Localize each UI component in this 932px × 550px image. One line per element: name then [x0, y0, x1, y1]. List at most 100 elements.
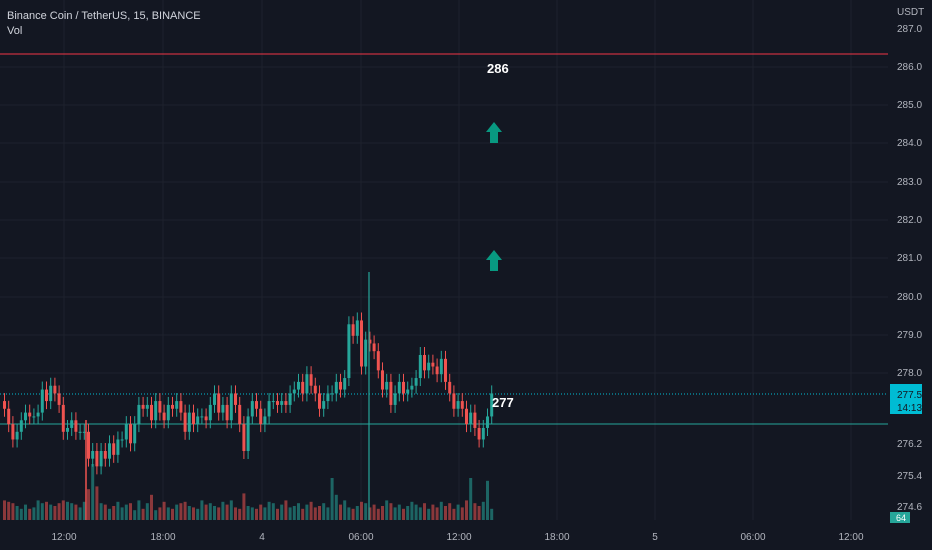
- candle-body: [301, 381, 305, 394]
- candle-body: [217, 393, 221, 413]
- volume-bar: [250, 507, 254, 520]
- volume-bar: [263, 507, 267, 520]
- candle-body: [263, 416, 267, 425]
- candle-body: [385, 381, 389, 390]
- candle-body: [435, 366, 439, 375]
- candle-body: [343, 378, 347, 390]
- volume-bar: [301, 508, 305, 520]
- volume-bar: [133, 510, 137, 520]
- volume-bar: [343, 500, 347, 520]
- candle-body: [124, 424, 128, 440]
- volume-bar: [381, 506, 384, 520]
- up-arrow-icon: [486, 250, 502, 271]
- volume-bar: [28, 508, 32, 520]
- candle-body: [452, 393, 456, 409]
- candle-body: [368, 339, 372, 344]
- volume-bar: [444, 506, 447, 520]
- volume-bar: [192, 507, 195, 520]
- candle-body: [326, 393, 330, 402]
- candle-body: [133, 424, 137, 444]
- candle-body: [137, 404, 141, 425]
- candle-body: [162, 412, 166, 421]
- volume-bar: [11, 503, 15, 520]
- up-arrow-icon: [486, 122, 502, 143]
- candle-body: [192, 412, 195, 425]
- volume-bar: [418, 507, 422, 520]
- volume-bar: [309, 501, 313, 520]
- level-lines: [0, 53, 888, 425]
- volume-bar: [200, 500, 204, 520]
- volume-bar: [351, 508, 355, 520]
- candle-body: [339, 381, 342, 390]
- candle-body: [477, 427, 481, 440]
- candle-body: [108, 443, 111, 459]
- volume-bar: [196, 508, 200, 520]
- volume-bar: [175, 504, 179, 520]
- volume-bar: [124, 504, 128, 520]
- candle-body: [410, 385, 414, 390]
- volume-bar: [372, 504, 376, 520]
- volume-bar: [318, 506, 321, 520]
- countdown-value: 14:13: [897, 403, 922, 414]
- candle-body: [305, 374, 309, 394]
- candle-body: [423, 355, 426, 371]
- currency-label: USDT: [897, 7, 925, 18]
- candle-body: [95, 451, 99, 467]
- candle-body: [15, 431, 19, 440]
- candle-body: [259, 408, 263, 425]
- time-axis[interactable]: 12:00 18:00 4 06:00 12:00 18:00 5 06:00 12:00: [51, 532, 863, 543]
- volume-bar: [414, 504, 418, 520]
- volume-bar: [330, 478, 334, 520]
- candle-body: [213, 393, 216, 405]
- candle-body: [78, 431, 82, 433]
- volume-tag-value: 64: [896, 513, 906, 523]
- volume-bar: [3, 500, 6, 520]
- time-tick-label: 12:00: [51, 532, 76, 543]
- candle-body: [204, 416, 208, 421]
- volume-bar: [204, 504, 208, 520]
- candle-body: [183, 412, 187, 432]
- volume-bar: [435, 507, 439, 520]
- volume-bar: [284, 500, 288, 520]
- candle-body: [469, 412, 473, 425]
- volume-bar: [326, 507, 330, 520]
- volume-bar: [473, 503, 477, 520]
- candle-body: [150, 404, 153, 421]
- volume-bar: [393, 507, 397, 520]
- candle-body: [120, 439, 124, 441]
- volume-bar: [402, 508, 405, 520]
- volume-bar: [259, 504, 263, 520]
- symbol-title[interactable]: Binance Coin / TetherUS, 15, BINANCE: [7, 10, 201, 22]
- candle-body: [271, 401, 275, 403]
- volume-bar: [15, 506, 19, 520]
- current-price-tag: 277.5 14:13: [890, 384, 922, 414]
- volume-bar: [116, 501, 120, 520]
- candle-body: [11, 424, 15, 440]
- candle-body: [481, 427, 485, 440]
- volume-bar: [183, 501, 187, 520]
- grid-lines: [0, 0, 888, 520]
- candle-body: [24, 412, 27, 421]
- volume-bar: [87, 489, 90, 520]
- price-tick-label: 279.0: [897, 330, 922, 341]
- candle-body: [448, 381, 452, 394]
- price-axis[interactable]: 287.0 286.0 285.0 284.0 283.0 282.0 281.0 280.0…: [897, 24, 922, 513]
- candle-body: [187, 412, 191, 432]
- volume-bar: [74, 504, 78, 520]
- volume-bar: [36, 500, 40, 520]
- candle-body: [221, 404, 225, 413]
- volume-bar: [456, 504, 460, 520]
- volume-bars: [3, 464, 494, 520]
- candle-body: [87, 431, 90, 459]
- candle-body: [322, 401, 326, 409]
- volume-bar: [385, 500, 389, 520]
- candle-body: [40, 389, 44, 413]
- candle-body: [330, 393, 334, 395]
- volume-indicator-label[interactable]: Vol: [7, 25, 23, 37]
- candle-body: [473, 412, 477, 428]
- volume-bar: [213, 506, 216, 520]
- candle-body: [318, 393, 321, 409]
- candle-body: [225, 404, 229, 421]
- volume-bar: [297, 503, 300, 520]
